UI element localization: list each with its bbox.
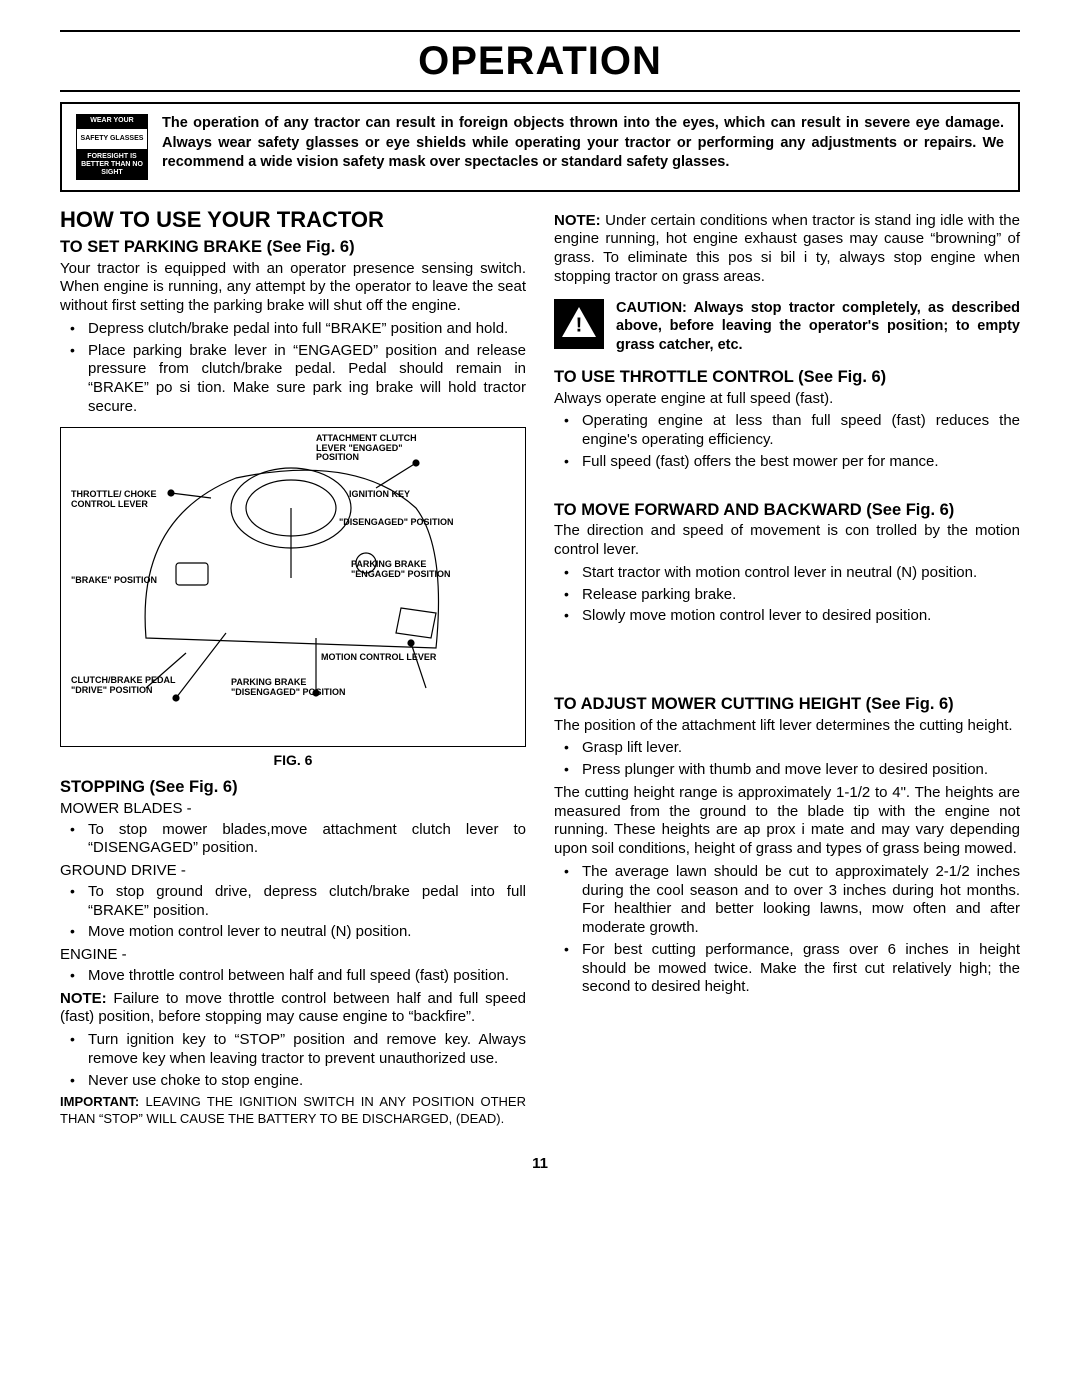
parking-brake-heading: TO SET PARKING BRAKE (See Fig. 6) (60, 237, 526, 258)
ground-drive-subhead: GROUND DRIVE - (60, 862, 526, 881)
fig-label: THROTTLE/ CHOKE CONTROL LEVER (71, 490, 191, 510)
safety-warning-text: The operation of any tractor can result … (162, 114, 1004, 173)
safety-warning-box: WEAR YOUR SAFETY GLASSES FORESIGHT IS BE… (60, 102, 1020, 192)
under-title-rule (60, 90, 1020, 92)
caution-box: CAUTION: Always stop tractor completely,… (554, 299, 1020, 356)
note-label: NOTE: (60, 990, 107, 1007)
warning-triangle-icon (554, 299, 604, 349)
stopping-heading: STOPPING (See Fig. 6) (60, 777, 526, 798)
move-intro: The direction and speed of movement is c… (554, 522, 1020, 560)
list-item: To stop mower blades,move attachment clu… (88, 821, 526, 859)
top-rule (60, 30, 1020, 32)
stopping-list-1: To stop mower blades,move attachment clu… (60, 821, 526, 859)
height-heading: TO ADJUST MOWER CUTTING HEIGHT (See Fig.… (554, 694, 1020, 715)
two-column-layout: HOW TO USE YOUR TRACTOR TO SET PARKING B… (60, 206, 1020, 1131)
height-p2: The cutting height range is approximatel… (554, 784, 1020, 859)
height-list-2: The average lawn should be cut to approx… (554, 863, 1020, 997)
note-text: Under certain conditions when tractor is… (554, 212, 1020, 285)
parking-brake-intro: Your tractor is equipped with an operato… (60, 260, 526, 316)
page-number: 11 (60, 1155, 1020, 1174)
throttle-list: Operating engine at less than full speed… (554, 412, 1020, 471)
height-intro: The position of the attachment lift leve… (554, 717, 1020, 736)
list-item: Release parking brake. (582, 586, 1020, 605)
badge-line2: SAFETY GLASSES (76, 128, 148, 151)
list-item: Move throttle control between half and f… (88, 967, 526, 986)
throttle-heading: TO USE THROTTLE CONTROL (See Fig. 6) (554, 367, 1020, 388)
throttle-intro: Always operate engine at full speed (fas… (554, 390, 1020, 409)
section-title-wrap: OPERATION (60, 36, 1020, 86)
stopping-important: IMPORTANT: LEAVING THE IGNITION SWITCH I… (60, 1094, 526, 1127)
move-list: Start tractor with motion control lever … (554, 564, 1020, 626)
fig-label: PARKING BRAKE "ENGAGED" POSITION (351, 560, 471, 580)
list-item: The average lawn should be cut to approx… (582, 863, 1020, 938)
left-column: HOW TO USE YOUR TRACTOR TO SET PARKING B… (60, 206, 526, 1131)
fig-label: CLUTCH/BRAKE PEDAL "DRIVE" POSITION (71, 676, 191, 696)
move-heading: TO MOVE FORWARD AND BACKWARD (See Fig. 6… (554, 500, 1020, 521)
fig-label: PARKING BRAKE "DISENGAGED" POSITION (231, 678, 351, 698)
list-item: Grasp lift lever. (582, 739, 1020, 758)
note-label: NOTE: (554, 212, 601, 229)
list-item: Press plunger with thumb and move lever … (582, 761, 1020, 780)
height-list-1: Grasp lift lever. Press plunger with thu… (554, 739, 1020, 780)
list-item: Turn ignition key to “STOP” position and… (88, 1031, 526, 1069)
list-item: Operating engine at less than full speed… (582, 412, 1020, 450)
list-item: To stop ground drive, depress clutch/bra… (88, 883, 526, 921)
figure-6-box: ATTACHMENT CLUTCH LEVER "ENGAGED" POSITI… (60, 427, 526, 747)
caution-text: CAUTION: Always stop tractor completely,… (616, 299, 1020, 356)
mower-blades-subhead: MOWER BLADES - (60, 800, 526, 819)
stopping-list-4: Turn ignition key to “STOP” position and… (60, 1031, 526, 1090)
list-item: Slowly move motion control lever to desi… (582, 607, 1020, 626)
note-text: Failure to move throttle control between… (60, 990, 526, 1026)
right-column: NOTE: Under certain conditions when trac… (554, 206, 1020, 1131)
list-item: Place parking brake lever in “ENGAGED” p… (88, 342, 526, 417)
fig-label: IGNITION KEY (349, 490, 410, 500)
parking-brake-list: Depress clutch/brake pedal into full “BR… (60, 320, 526, 417)
list-item: For best cutting performance, grass over… (582, 941, 1020, 997)
fig-label: "BRAKE" POSITION (71, 576, 157, 586)
stopping-list-2: To stop ground drive, depress clutch/bra… (60, 883, 526, 942)
list-item: Move motion control lever to neutral (N)… (88, 923, 526, 942)
engine-subhead: ENGINE - (60, 946, 526, 965)
list-item: Never use choke to stop engine. (88, 1072, 526, 1091)
important-label: IMPORTANT: (60, 1094, 139, 1109)
stopping-note: NOTE: Failure to move throttle control b… (60, 990, 526, 1028)
list-item: Start tractor with motion control lever … (582, 564, 1020, 583)
fig-label: ATTACHMENT CLUTCH LEVER "ENGAGED" POSITI… (316, 434, 436, 464)
right-top-note: NOTE: Under certain conditions when trac… (554, 212, 1020, 287)
safety-glasses-badge: WEAR YOUR SAFETY GLASSES FORESIGHT IS BE… (76, 114, 148, 180)
stopping-list-3: Move throttle control between half and f… (60, 967, 526, 986)
fig-label: MOTION CONTROL LEVER (321, 653, 436, 663)
how-to-use-heading: HOW TO USE YOUR TRACTOR (60, 206, 526, 234)
badge-line1: WEAR YOUR (76, 114, 148, 128)
badge-line3: FORESIGHT IS BETTER THAN NO SIGHT (76, 150, 148, 179)
section-title: OPERATION (418, 39, 662, 83)
fig-label: "DISENGAGED" POSITION (339, 518, 454, 528)
figure-caption: FIG. 6 (60, 752, 526, 770)
list-item: Depress clutch/brake pedal into full “BR… (88, 320, 526, 339)
list-item: Full speed (fast) offers the best mower … (582, 453, 1020, 472)
